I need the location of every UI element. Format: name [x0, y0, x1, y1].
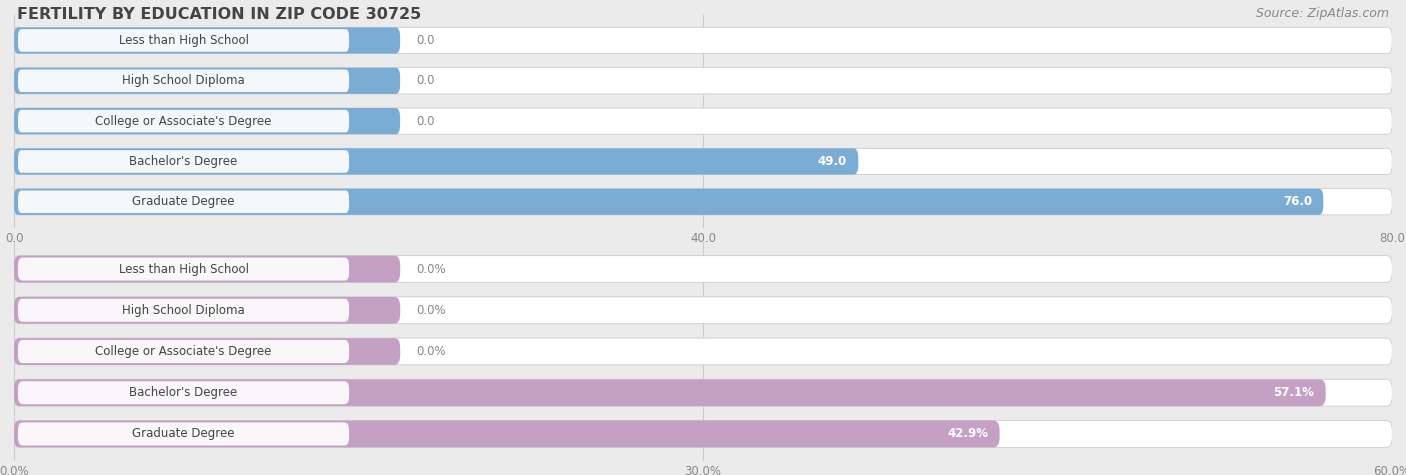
Text: High School Diploma: High School Diploma — [122, 74, 245, 87]
FancyBboxPatch shape — [14, 68, 1392, 94]
Text: Graduate Degree: Graduate Degree — [132, 195, 235, 208]
Text: 0.0%: 0.0% — [416, 304, 446, 317]
Text: College or Associate's Degree: College or Associate's Degree — [96, 345, 271, 358]
FancyBboxPatch shape — [14, 148, 1392, 175]
FancyBboxPatch shape — [18, 422, 349, 446]
FancyBboxPatch shape — [18, 69, 349, 92]
Text: High School Diploma: High School Diploma — [122, 304, 245, 317]
Text: 76.0: 76.0 — [1282, 195, 1312, 208]
FancyBboxPatch shape — [14, 108, 401, 134]
Text: 42.9%: 42.9% — [948, 428, 988, 440]
Text: 0.0: 0.0 — [416, 74, 434, 87]
FancyBboxPatch shape — [14, 148, 858, 175]
Text: Source: ZipAtlas.com: Source: ZipAtlas.com — [1256, 7, 1389, 20]
Text: 57.1%: 57.1% — [1274, 386, 1315, 399]
FancyBboxPatch shape — [18, 29, 349, 52]
FancyBboxPatch shape — [18, 110, 349, 133]
Text: Bachelor's Degree: Bachelor's Degree — [129, 155, 238, 168]
FancyBboxPatch shape — [14, 189, 1392, 215]
Text: College or Associate's Degree: College or Associate's Degree — [96, 114, 271, 128]
FancyBboxPatch shape — [14, 420, 1000, 447]
Text: FERTILITY BY EDUCATION IN ZIP CODE 30725: FERTILITY BY EDUCATION IN ZIP CODE 30725 — [17, 7, 422, 22]
FancyBboxPatch shape — [18, 299, 349, 322]
Text: 49.0: 49.0 — [818, 155, 846, 168]
Text: Less than High School: Less than High School — [118, 263, 249, 275]
FancyBboxPatch shape — [14, 189, 1323, 215]
FancyBboxPatch shape — [14, 28, 1392, 54]
Text: 0.0: 0.0 — [416, 114, 434, 128]
Text: 0.0%: 0.0% — [416, 263, 446, 275]
FancyBboxPatch shape — [14, 420, 1392, 447]
FancyBboxPatch shape — [14, 380, 1326, 406]
FancyBboxPatch shape — [14, 256, 401, 283]
FancyBboxPatch shape — [14, 297, 1392, 323]
FancyBboxPatch shape — [18, 190, 349, 213]
FancyBboxPatch shape — [14, 108, 1392, 134]
FancyBboxPatch shape — [14, 256, 1392, 283]
FancyBboxPatch shape — [18, 340, 349, 363]
Text: Graduate Degree: Graduate Degree — [132, 428, 235, 440]
Text: Less than High School: Less than High School — [118, 34, 249, 47]
Text: Bachelor's Degree: Bachelor's Degree — [129, 386, 238, 399]
FancyBboxPatch shape — [14, 338, 1392, 365]
FancyBboxPatch shape — [14, 338, 401, 365]
Text: 0.0%: 0.0% — [416, 345, 446, 358]
FancyBboxPatch shape — [18, 381, 349, 404]
Text: 0.0: 0.0 — [416, 34, 434, 47]
FancyBboxPatch shape — [18, 150, 349, 173]
FancyBboxPatch shape — [14, 68, 401, 94]
FancyBboxPatch shape — [14, 380, 1392, 406]
FancyBboxPatch shape — [14, 297, 401, 323]
FancyBboxPatch shape — [18, 257, 349, 281]
FancyBboxPatch shape — [14, 28, 401, 54]
